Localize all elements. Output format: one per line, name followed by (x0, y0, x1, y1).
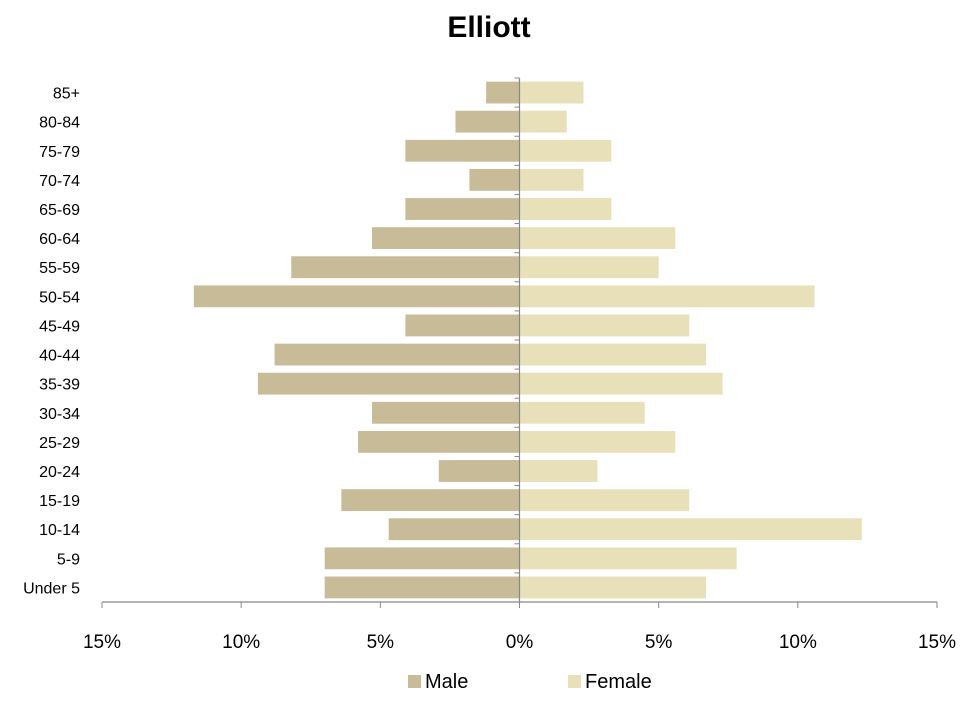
x-tick-label: 15% (918, 632, 956, 653)
legend-label-male: Male (425, 671, 468, 693)
category-label: 85+ (53, 86, 80, 103)
bar-female-75-79 (519, 139, 612, 162)
bar-female-15-19 (519, 489, 690, 512)
x-tick-labels: 15% 10% 5% 0% 5% 10% 15% (83, 632, 956, 653)
bar-female-25-29 (519, 430, 676, 453)
bar-male-25-29 (358, 430, 520, 453)
bar-male-75-79 (405, 139, 520, 162)
category-label: 35-39 (39, 377, 80, 394)
category-label: 75-79 (39, 144, 80, 161)
category-label: 45-49 (39, 318, 80, 335)
x-tick-label: 15% (83, 632, 121, 653)
bar-female-35-39 (519, 372, 723, 395)
category-labels: Under 5 5-9 10-14 15-19 20-24 25-29 30-34 35-39… (23, 86, 80, 598)
bar-male-10-14 (388, 518, 520, 541)
bar-female-5-9 (519, 547, 737, 570)
category-label: 15-19 (39, 493, 80, 510)
bar-male-60-64 (371, 227, 520, 250)
category-label: 80-84 (39, 115, 80, 132)
bar-male-under-5 (324, 576, 520, 599)
bar-female-85+ (519, 81, 584, 104)
category-label: 20-24 (39, 464, 80, 481)
category-label: 70-74 (39, 173, 80, 190)
category-label: 10-14 (39, 522, 80, 539)
category-label: 65-69 (39, 202, 80, 219)
bar-male-65-69 (405, 198, 520, 220)
category-label: 60-64 (39, 231, 80, 248)
chart-title: Elliott (447, 11, 530, 44)
category-label: 30-34 (39, 406, 80, 423)
bar-male-20-24 (438, 460, 520, 482)
bar-male-55-59 (291, 256, 520, 279)
bar-female-45-49 (519, 314, 690, 337)
bar-male-50-54 (193, 285, 520, 308)
bar-female-80-84 (519, 110, 567, 133)
bar-female-40-44 (519, 343, 706, 366)
x-tick-label: 5% (645, 632, 673, 653)
bar-male-5-9 (324, 547, 520, 570)
bar-female-50-54 (519, 285, 815, 308)
bar-female-60-64 (519, 227, 676, 250)
category-label: 40-44 (39, 348, 80, 365)
bar-female-under-5 (519, 576, 706, 599)
category-label: 55-59 (39, 260, 80, 277)
bar-male-40-44 (274, 343, 520, 366)
legend-swatch-male (408, 675, 421, 688)
bar-male-30-34 (371, 401, 520, 424)
bar-male-15-19 (341, 489, 520, 512)
axis-layer (101, 77, 938, 608)
legend-label-female: Female (585, 671, 652, 693)
legend: Male Female (408, 671, 652, 693)
x-tick-label: 0% (506, 632, 534, 653)
bar-male-80-84 (455, 110, 520, 133)
category-label: 25-29 (39, 435, 80, 452)
bar-female-65-69 (519, 198, 612, 220)
bar-female-10-14 (519, 518, 862, 541)
bar-male-85+ (486, 81, 520, 104)
bar-male-70-74 (469, 168, 520, 191)
category-label: Under 5 (23, 580, 80, 597)
bar-female-30-34 (519, 401, 645, 424)
category-label: 50-54 (39, 289, 80, 306)
bar-male-35-39 (257, 372, 520, 395)
legend-swatch-female (568, 675, 581, 688)
category-label: 5-9 (57, 551, 80, 568)
bar-male-45-49 (405, 314, 520, 337)
x-tick-label: 10% (222, 632, 260, 653)
bar-female-70-74 (519, 168, 584, 191)
x-tick-label: 5% (367, 632, 395, 653)
bar-female-55-59 (519, 256, 659, 279)
x-tick-label: 10% (779, 632, 817, 653)
bar-female-20-24 (519, 460, 598, 482)
bars-layer (193, 81, 862, 599)
